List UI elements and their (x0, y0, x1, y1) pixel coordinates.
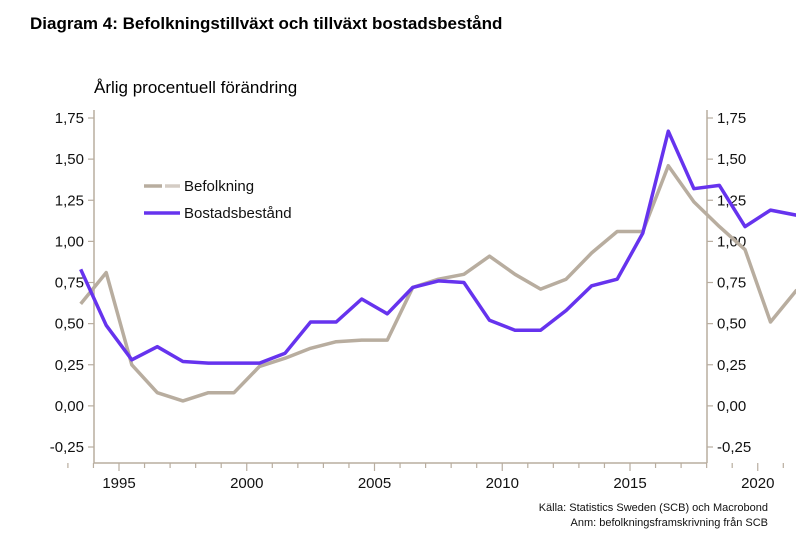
y-axis-label: Årlig procentuell förändring (94, 78, 298, 97)
y-tick-label-left: 1,75 (55, 110, 84, 127)
footnote: Anm: befolkningsframskrivning från SCB (570, 517, 768, 529)
y-tick-label-right: 0,75 (717, 275, 746, 292)
y-tick-label-left: 1,50 (55, 151, 84, 168)
y-tick-label-left: -0,25 (50, 439, 84, 456)
axes: 1,75 1,751,50 1,501,25 1,251,00 1,000,75 0,75… (50, 110, 784, 492)
y-tick-label-right: 1,75 (717, 110, 746, 127)
y-tick-label-left: 0,50 (55, 316, 84, 333)
y-tick-label-left: 0,25 (55, 357, 84, 374)
y-tick-label-left: 0,75 (55, 275, 84, 292)
x-tick-label: 2010 (486, 475, 519, 492)
legend: Befolkning Bostadsbestånd (144, 178, 292, 222)
x-tick-label: 2000 (230, 475, 263, 492)
x-tick-label: 2020 (741, 475, 774, 492)
x-tick-label: 2015 (613, 475, 646, 492)
y-tick-label-left: 1,00 (55, 233, 84, 250)
x-tick-label: 2005 (358, 475, 391, 492)
y-tick-label-right: 0,00 (717, 398, 746, 415)
plot-series (79, 129, 796, 403)
legend-label-befolkning: Befolkning (184, 178, 254, 195)
series-line-befolkning (79, 163, 796, 403)
source-note: Källa: Statistics Sweden (SCB) och Macro… (538, 502, 768, 514)
y-tick-label-right: 1,50 (717, 151, 746, 168)
chart-title: Diagram 4: Befolkningstillväxt och tillv… (30, 14, 503, 33)
series-line-bostadsbestånd (79, 129, 796, 365)
y-tick-label-left: 1,25 (55, 192, 84, 209)
y-tick-label-left: 0,00 (55, 398, 84, 415)
x-tick-label: 1995 (102, 475, 135, 492)
y-tick-label-right: 0,50 (717, 316, 746, 333)
y-tick-label-right: -0,25 (717, 439, 751, 456)
y-tick-label-right: 0,25 (717, 357, 746, 374)
legend-label-bostadsbestand: Bostadsbestånd (184, 205, 292, 222)
